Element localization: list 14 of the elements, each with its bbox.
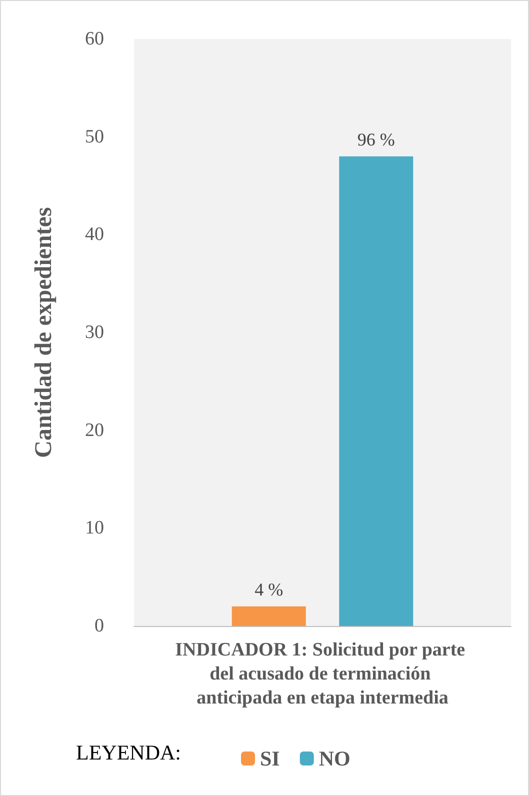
y-tick-label: 50: [85, 126, 104, 148]
y-tick-label: 60: [85, 28, 104, 50]
y-tick-label: 40: [85, 224, 104, 246]
y-axis-title: Cantidad de expedientes: [31, 207, 57, 458]
legend-label: SI: [260, 746, 280, 770]
annotation: 96 %: [357, 129, 395, 150]
x-tick-label: INDICADOR 1: Solicitud por parte del acusado de terminación anticipada en etapa intermedia: [175, 640, 470, 708]
legend-title: LEYENDA:: [76, 740, 181, 764]
annotation: 4 %: [254, 579, 284, 600]
y-tick-label: 10: [85, 518, 104, 539]
legend-label: NO: [318, 746, 350, 770]
y-tick-label: 20: [85, 420, 104, 441]
y-tick-label: 30: [85, 322, 104, 343]
y-tick-label: 0: [94, 616, 104, 636]
